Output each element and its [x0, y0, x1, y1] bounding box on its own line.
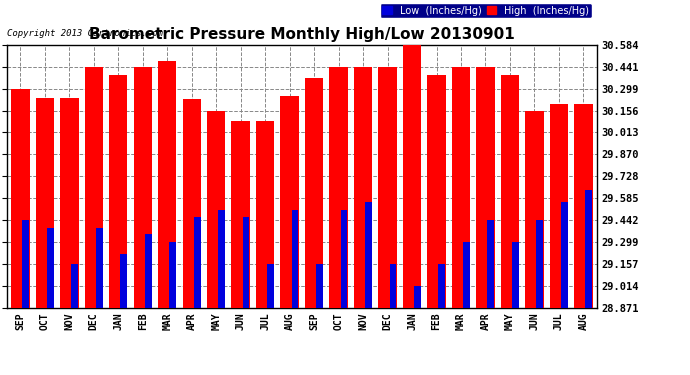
Bar [71, 264, 78, 308]
Bar [11, 88, 30, 308]
Bar [341, 210, 347, 308]
Bar [256, 121, 275, 308]
Text: Copyright 2013 Cartronics.com: Copyright 2013 Cartronics.com [7, 28, 163, 38]
Bar [292, 210, 299, 308]
Bar [574, 104, 593, 308]
Bar [414, 286, 421, 308]
Bar [438, 264, 445, 308]
Bar [427, 75, 446, 308]
Bar [109, 75, 128, 308]
Bar [452, 67, 470, 308]
Bar [169, 242, 176, 308]
Bar [463, 242, 470, 308]
Bar [476, 67, 495, 308]
Bar [194, 217, 201, 308]
Bar [512, 242, 519, 308]
Bar [378, 67, 397, 308]
Bar [267, 264, 274, 308]
Legend: Low  (Inches/Hg), High  (Inches/Hg): Low (Inches/Hg), High (Inches/Hg) [380, 3, 592, 18]
Bar [96, 228, 103, 308]
Bar [365, 202, 372, 308]
Bar [134, 67, 152, 308]
Bar [316, 264, 323, 308]
Bar [354, 67, 372, 308]
Bar [207, 111, 226, 308]
Bar [487, 220, 494, 308]
Bar [85, 67, 103, 308]
Bar [561, 202, 568, 308]
Bar [183, 99, 201, 308]
Bar [218, 210, 225, 308]
Bar [232, 121, 250, 308]
Bar [60, 98, 79, 308]
Bar [145, 234, 152, 308]
Bar [280, 96, 299, 308]
Title: Barometric Pressure Monthly High/Low 20130901: Barometric Pressure Monthly High/Low 201… [89, 27, 515, 42]
Bar [120, 254, 127, 308]
Bar [403, 45, 421, 308]
Bar [158, 61, 177, 308]
Bar [525, 111, 544, 308]
Bar [329, 67, 348, 308]
Bar [36, 98, 54, 308]
Bar [501, 75, 519, 308]
Bar [22, 220, 29, 308]
Bar [305, 78, 324, 308]
Bar [243, 217, 250, 308]
Bar [47, 228, 54, 308]
Bar [390, 264, 396, 308]
Bar [536, 220, 543, 308]
Bar [550, 104, 568, 308]
Bar [585, 190, 592, 308]
